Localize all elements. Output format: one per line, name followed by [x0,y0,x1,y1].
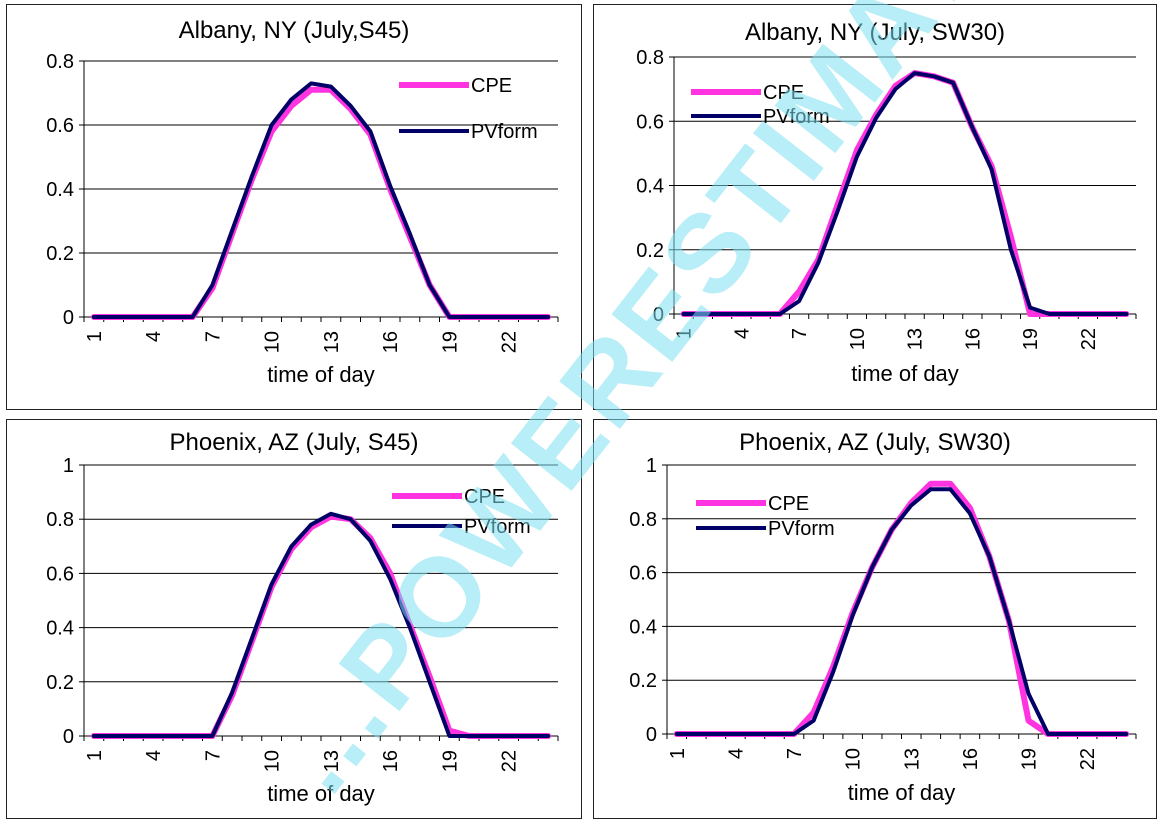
y-tick-label: 0 [63,726,74,748]
legend: CPE PVform [399,75,538,143]
legend: CPE PVform [696,493,835,540]
legend-label-pvform: PVform [471,121,538,143]
chart-panel-albany-sw30: Albany, NY (July, SW30) 0 0.2 0.4 0.6 0.8 1 4 7 1… [593,4,1157,410]
x-tick-label: 16 [962,328,984,350]
x-tick-label: 4 [143,750,165,761]
chart-title: Albany, NY (July,S45) [179,17,410,44]
y-tick-label: 0.2 [46,672,74,694]
x-tick-label: 16 [380,750,402,772]
y-tick-label: 0.4 [629,616,657,638]
legend: CPE PVform [392,486,531,538]
x-axis-label: time of day [267,362,375,387]
x-tick-label: 10 [847,328,869,350]
chart-title: Phoenix, AZ (July, S45) [170,429,419,456]
y-tick-label: 0.4 [46,618,74,640]
series-line-pvform [91,81,551,319]
series-line-cpe [673,480,1130,737]
x-tick-label: 7 [789,328,811,339]
x-tick-label: 13 [321,750,343,772]
legend-label-pvform: PVform [763,106,830,128]
legend-label-cpe: CPE [464,486,505,508]
y-tick-label: 0 [653,304,664,326]
x-tick-label: 1 [84,331,106,342]
chart-panel-phoenix-sw30: Phoenix, AZ (July, SW30) 0 0.2 0.4 0.6 0.8 1 1 4… [593,419,1157,819]
x-tick-label: 4 [731,328,753,339]
y-tick-label: 0.8 [46,51,74,73]
y-tick-label: 0.6 [46,563,74,585]
x-tick-label: 1 [674,328,696,339]
y-tick-label: 0.8 [46,509,74,531]
series-line-pvform [674,487,1129,736]
y-tick-label: 0.2 [636,240,664,262]
y-tick-label: 0.8 [636,47,664,69]
x-tick-label: 22 [1078,328,1100,350]
x-tick-label: 7 [202,331,224,342]
x-tick-label: 22 [499,750,521,772]
chart-panel-albany-s45: Albany, NY (July,S45) 0 0.2 0.4 0.6 0.8 1 4 7 10 1… [6,4,582,410]
legend-label-cpe: CPE [471,75,512,97]
x-tick-label: 7 [784,748,806,759]
x-tick-label: 13 [901,748,923,770]
x-tick-label: 13 [321,331,343,353]
x-tick-label: 7 [202,750,224,761]
x-tick-label: 22 [1077,748,1099,770]
y-tick-label: 0.4 [636,176,664,198]
chart-title: Phoenix, AZ (July, SW30) [739,429,1011,456]
legend-label-cpe: CPE [768,493,809,515]
chart-panel-phoenix-s45: Phoenix, AZ (July, S45) 0 0.2 0.4 0.6 0.8 1 1 4 7… [6,419,582,819]
x-tick-label: 22 [499,331,521,353]
x-tick-label: 13 [905,328,927,350]
legend-label-pvform: PVform [768,518,835,540]
series-line-pvform [681,71,1129,316]
y-tick-label: 0.6 [629,563,657,585]
x-tick-label: 19 [1020,328,1042,350]
y-tick-label: 0.2 [46,243,74,265]
legend-label-cpe: CPE [763,82,804,104]
x-tick-label: 1 [667,748,689,759]
chart-svg: Phoenix, AZ (July, S45) 0 0.2 0.4 0.6 0.8 1 1 4 7… [46,429,559,806]
x-tick-label: 10 [843,748,865,770]
x-tick-label: 19 [439,331,461,353]
x-tick-label: 4 [143,331,165,342]
x-tick-label: 4 [725,748,747,759]
y-tick-label: 0.2 [629,670,657,692]
x-tick-label: 16 [960,748,982,770]
x-tick-label: 1 [84,750,106,761]
x-tick-label: 19 [439,750,461,772]
y-tick-label: 0.6 [636,111,664,133]
x-tick-label: 16 [380,331,402,353]
x-tick-label: 19 [1019,748,1041,770]
x-tick-label: 10 [262,331,284,353]
y-tick-label: 0 [63,307,74,329]
legend-label-pvform: PVform [464,516,531,538]
series-line-pvform [91,511,551,738]
y-tick-label: 0.6 [46,115,74,137]
chart-svg: Albany, NY (July,S45) 0 0.2 0.4 0.6 0.8 1 4 7 10 1… [46,17,559,387]
y-tick-label: 0 [646,724,657,746]
series-line-cpe [680,70,1130,317]
x-axis-label: time of day [851,361,959,386]
y-tick-label: 0.4 [46,179,74,201]
y-tick-label: 1 [63,455,74,477]
chart-title: Albany, NY (July, SW30) [745,19,1005,46]
x-axis-label: time of day [848,780,956,805]
x-axis-label: time of day [267,781,375,806]
y-tick-label: 0.8 [629,509,657,531]
chart-svg: Albany, NY (July, SW30) 0 0.2 0.4 0.6 0.8 1 4 7 1… [636,19,1137,386]
x-tick-label: 10 [262,750,284,772]
chart-svg: Phoenix, AZ (July, SW30) 0 0.2 0.4 0.6 0.8 1 1 4… [629,429,1137,805]
y-tick-label: 1 [646,455,657,477]
series-line-cpe [90,513,552,739]
